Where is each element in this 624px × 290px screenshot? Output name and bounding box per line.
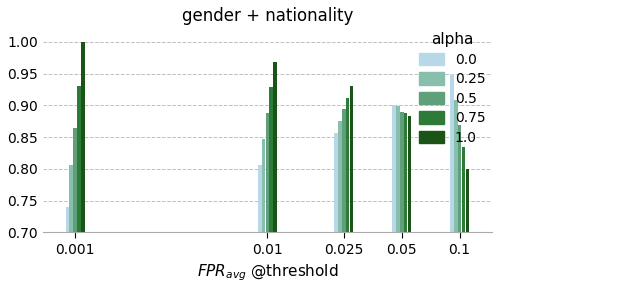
Bar xyxy=(458,125,461,233)
Bar xyxy=(66,207,69,233)
Bar xyxy=(404,113,407,233)
Bar xyxy=(450,74,454,233)
Bar xyxy=(77,86,80,233)
Bar xyxy=(74,128,77,233)
Bar xyxy=(338,121,342,233)
Bar xyxy=(334,133,338,233)
Bar xyxy=(454,100,457,233)
Bar xyxy=(273,62,276,233)
Bar xyxy=(69,165,73,233)
Bar xyxy=(466,169,469,233)
Bar xyxy=(400,113,404,233)
Bar xyxy=(342,109,346,233)
Title: gender + nationality: gender + nationality xyxy=(182,7,353,25)
Bar xyxy=(346,99,349,233)
Bar xyxy=(270,87,273,233)
Bar xyxy=(350,86,353,233)
Bar xyxy=(266,113,269,233)
X-axis label: $\mathit{FPR}_{avg}$ @threshold: $\mathit{FPR}_{avg}$ @threshold xyxy=(197,262,338,283)
Bar xyxy=(396,106,400,233)
Bar xyxy=(407,116,411,233)
Legend: 0.0, 0.25, 0.5, 0.75, 1.0: 0.0, 0.25, 0.5, 0.75, 1.0 xyxy=(419,32,485,145)
Bar xyxy=(462,147,465,233)
Bar xyxy=(261,139,265,233)
Bar xyxy=(392,106,396,233)
Bar xyxy=(81,42,85,233)
Bar xyxy=(258,165,261,233)
